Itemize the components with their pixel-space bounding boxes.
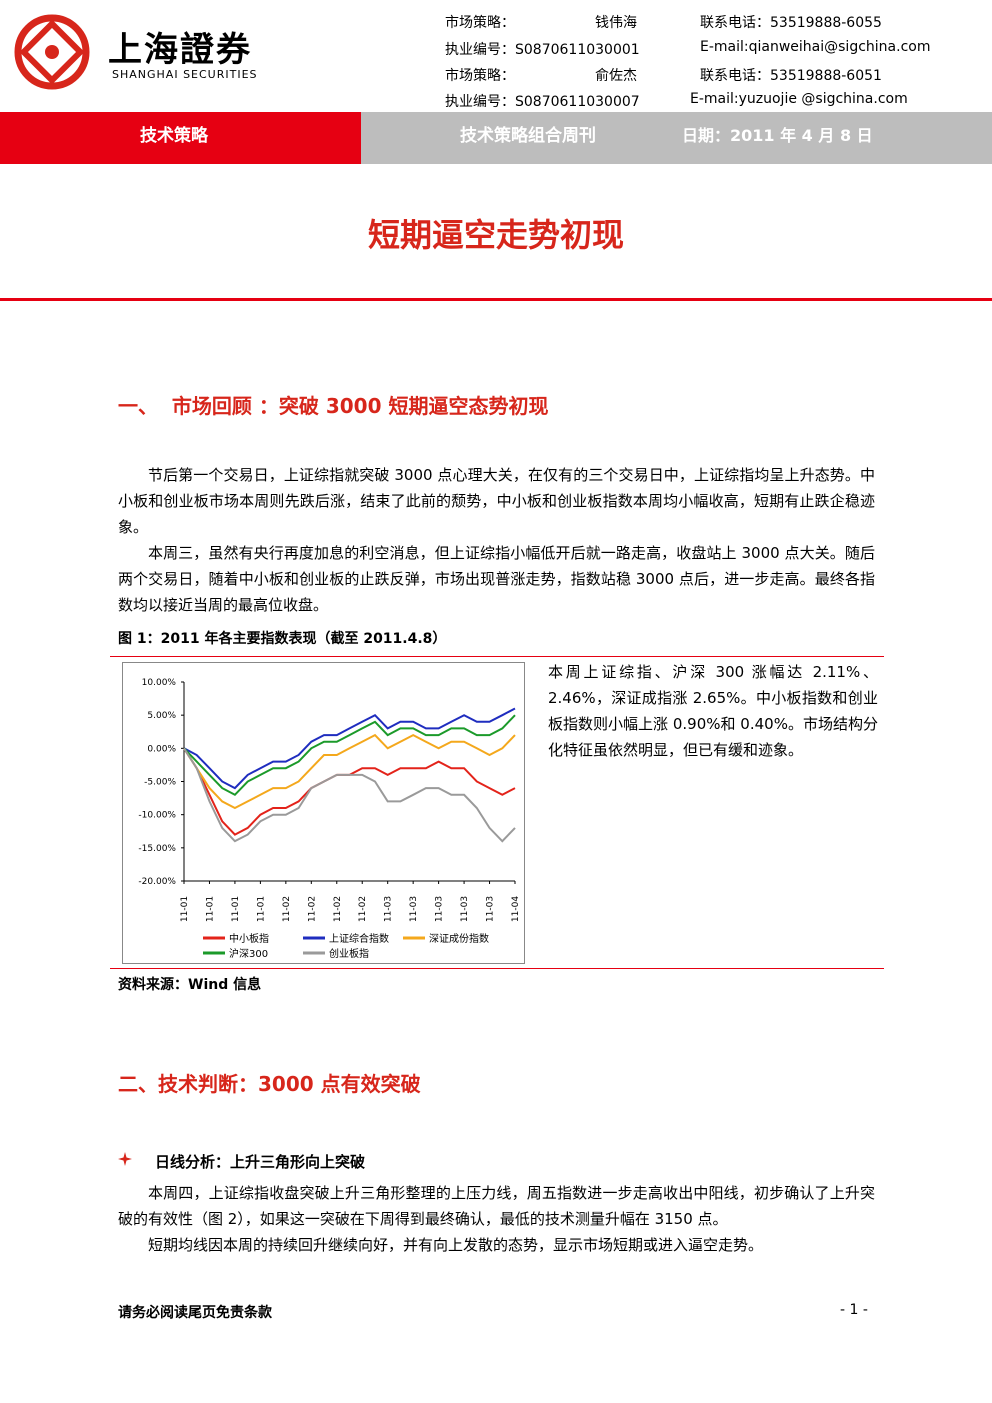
- legend-label: 沪深300: [229, 947, 268, 960]
- logo-text: 上海證券: [108, 30, 252, 70]
- y-tick-label: 0.00%: [147, 744, 176, 754]
- x-tick-label: 11-01: [231, 896, 241, 922]
- legend-label: 中小板指: [229, 932, 269, 945]
- x-tick-label: 11-03: [384, 896, 394, 922]
- source: 资料来源：Wind 信息: [118, 977, 262, 993]
- y-tick-label: 5.00%: [147, 711, 176, 721]
- doc-title: 短期逼空走势初现: [367, 216, 624, 254]
- subheading: 日线分析：上升三角形向上突破: [155, 1153, 366, 1171]
- logo-en: SHANGHAI SECURITIES: [112, 68, 258, 81]
- x-tick-label: 11-01: [256, 896, 266, 922]
- y-tick-label: -5.00%: [144, 778, 176, 788]
- y-tick-label: -20.00%: [138, 877, 176, 887]
- y-tick-label: -15.00%: [138, 844, 176, 854]
- series-line: [183, 707, 516, 790]
- section-heading: 二、技术判断：3000 点有效突破: [118, 1072, 421, 1096]
- rule: [110, 968, 884, 969]
- x-tick-label: 11-02: [307, 896, 317, 922]
- series-line: [183, 714, 516, 797]
- banner-right: [361, 112, 992, 164]
- series-line: [183, 733, 516, 810]
- contact: 执业编号：S0870611030001: [445, 42, 640, 58]
- x-tick-label: 11-01: [205, 896, 215, 922]
- rule: [0, 298, 992, 301]
- side-text: 本周上证综指、沪深 300 涨幅达 2.11%、2.46%，深证成指涨 2.65…: [548, 663, 878, 759]
- contact: 执业编号：S0870611030007: [445, 94, 640, 110]
- x-tick-label: 11-01: [180, 896, 190, 922]
- paragraph: 本周四，上证综指收盘突破上升三角形整理的上压力线，周五指数进一步走高收出中阳线，…: [118, 1184, 875, 1228]
- legend-label: 上证综合指数: [329, 932, 389, 945]
- rule: [110, 656, 884, 657]
- x-tick-label: 11-03: [435, 896, 445, 922]
- paragraph: 节后第一个交易日，上证综指就突破 3000 点心理大关，在仅有的三个交易日中，上…: [118, 466, 875, 536]
- bullet-icon: [118, 1152, 132, 1166]
- section-heading: 一、 市场回顾 ：突破 3000 短期逼空态势初现: [118, 394, 549, 418]
- chart: -20.00% -15.00% -10.00% -5.00% 0.00% 5.00% 10.…: [122, 662, 525, 964]
- contact: 联系电话：53519888-6055: [700, 15, 882, 31]
- x-tick-label: 11-02: [282, 896, 292, 922]
- contact: 钱伟海: [595, 15, 637, 31]
- contact: E-mail:qianweihai@sigchina.com: [700, 39, 931, 55]
- banner-label: 技术策略组合周刊: [460, 126, 596, 146]
- contact: 联系电话：53519888-6051: [700, 68, 882, 84]
- x-tick-label: 11-04: [511, 896, 521, 922]
- y-tick-label: -10.00%: [138, 811, 176, 821]
- page-number: - 1 -: [840, 1302, 868, 1318]
- series-line: [183, 747, 516, 843]
- legend-label: 深证成份指数: [429, 932, 489, 945]
- paragraph: 本周三，虽然有央行再度加息的利空消息，但上证综指小幅低开后就一路走高，收盘站上 …: [118, 544, 875, 614]
- series-line: [183, 747, 516, 836]
- figure-caption: 图 1：2011 年各主要指数表现（截至 2011.4.8）: [118, 631, 447, 647]
- contact: 市场策略：: [445, 68, 515, 84]
- contact: 市场策略：: [445, 15, 515, 31]
- x-tick-label: 11-03: [486, 896, 496, 922]
- footer-note: 请务必阅读尾页免责条款: [118, 1305, 272, 1321]
- y-tick-label: 10.00%: [142, 678, 177, 688]
- banner-left: [0, 112, 361, 164]
- contact: E-mail:yuzuojie @sigchina.com: [690, 91, 908, 107]
- x-tick-label: 11-03: [409, 896, 419, 922]
- x-tick-label: 11-02: [358, 896, 368, 922]
- banner-date: 日期：2011 年 4 月 8 日: [682, 126, 873, 145]
- banner-label: 技术策略: [140, 126, 208, 146]
- logo-mark: [14, 14, 90, 90]
- legend-label: 创业板指: [329, 947, 369, 960]
- x-tick-label: 11-03: [460, 896, 470, 922]
- paragraph: 短期均线因本周的持续回升继续向好，并有向上发散的态势，显示市场短期或进入逼空走势…: [148, 1236, 764, 1254]
- x-tick-label: 11-02: [333, 896, 343, 922]
- contact: 俞佐杰: [595, 68, 637, 84]
